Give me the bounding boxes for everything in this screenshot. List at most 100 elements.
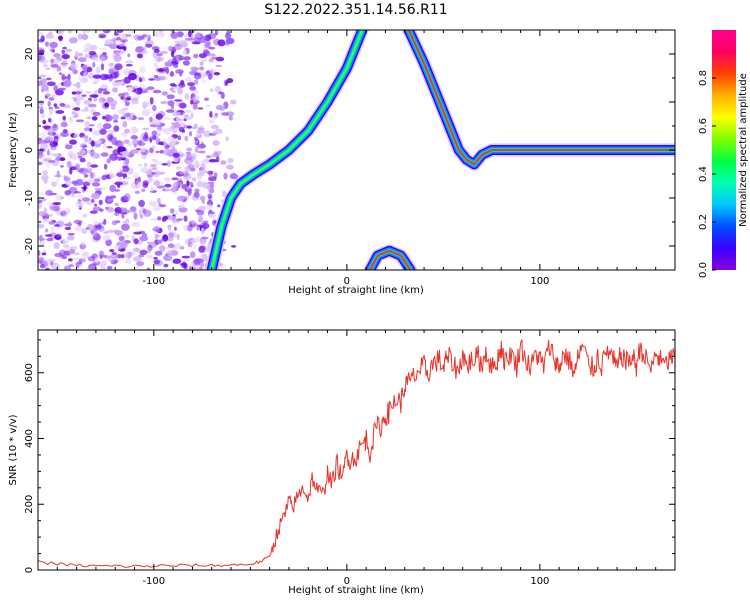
noise-speck <box>146 254 153 259</box>
noise-speck <box>81 197 90 202</box>
noise-speck <box>217 39 226 47</box>
noise-speck <box>42 64 49 68</box>
noise-speck <box>109 153 118 161</box>
noise-speck <box>56 233 62 238</box>
noise-speck <box>149 97 154 105</box>
noise-speck <box>115 36 122 41</box>
noise-speck <box>230 245 237 248</box>
noise-speck <box>142 127 149 130</box>
noise-speck <box>176 234 180 240</box>
noise-speck <box>69 139 77 145</box>
noise-speck <box>167 243 175 248</box>
noise-speck <box>178 102 187 109</box>
noise-speck <box>208 46 216 50</box>
noise-speck <box>122 160 129 168</box>
noise-speck <box>197 127 205 134</box>
noise-speck <box>228 115 233 121</box>
noise-speck <box>82 72 88 78</box>
noise-speck <box>123 96 127 103</box>
spectrogram-y-tick-label: 20 <box>24 48 35 61</box>
noise-speck <box>48 97 55 101</box>
noise-speck <box>63 265 72 270</box>
noise-speck <box>116 172 124 177</box>
noise-speck <box>102 115 106 120</box>
noise-speck <box>161 47 169 51</box>
noise-speck <box>153 160 163 166</box>
noise-speck <box>118 207 128 211</box>
noise-speck <box>183 125 190 129</box>
noise-speck <box>43 218 50 221</box>
noise-speck <box>153 75 159 79</box>
noise-speck <box>187 220 197 224</box>
noise-speck <box>221 112 229 116</box>
noise-speck <box>208 119 214 124</box>
noise-speck <box>170 208 175 214</box>
noise-speck <box>179 122 186 127</box>
noise-speck <box>84 134 88 142</box>
noise-speck <box>92 111 101 116</box>
noise-speck <box>83 99 92 105</box>
noise-speck <box>124 91 130 97</box>
noise-speck <box>101 175 107 181</box>
noise-speck <box>136 53 143 59</box>
noise-speck <box>59 249 66 257</box>
noise-speck <box>82 213 88 218</box>
noise-speck <box>117 156 122 161</box>
noise-speck <box>184 135 189 142</box>
noise-speck <box>114 188 121 192</box>
noise-speck <box>148 177 154 182</box>
noise-speck <box>147 241 152 244</box>
noise-speck <box>213 152 221 157</box>
noise-speck <box>58 87 66 91</box>
noise-speck <box>143 46 146 52</box>
noise-speck <box>138 254 145 258</box>
noise-speck <box>88 50 97 56</box>
noise-speck <box>109 184 116 192</box>
noise-speck <box>151 167 157 171</box>
noise-speck <box>116 30 124 33</box>
noise-speck <box>169 250 179 256</box>
noise-speck <box>112 114 119 121</box>
noise-speck <box>187 164 195 170</box>
noise-speck <box>197 150 206 154</box>
noise-speck <box>169 87 175 92</box>
noise-speck <box>74 112 79 118</box>
noise-speck <box>199 66 205 71</box>
noise-speck <box>99 56 106 63</box>
noise-speck <box>113 32 119 36</box>
noise-speck <box>57 35 63 40</box>
noise-speck <box>114 71 120 78</box>
noise-speck <box>75 91 82 95</box>
noise-speck <box>178 204 185 209</box>
noise-speck <box>68 221 72 228</box>
noise-speck <box>43 179 48 184</box>
spectrogram-x-tick-label: 100 <box>530 276 549 287</box>
noise-speck <box>200 57 208 62</box>
noise-speck <box>155 56 165 62</box>
noise-speck <box>71 156 78 161</box>
noise-speck <box>140 142 146 146</box>
noise-speck <box>141 33 150 40</box>
colorbar-tick-label: 0.4 <box>698 166 709 182</box>
noise-speck <box>42 119 47 125</box>
noise-speck <box>148 78 155 81</box>
noise-speck <box>196 223 200 231</box>
noise-speck <box>94 257 99 264</box>
noise-speck <box>114 202 119 207</box>
noise-speck <box>91 116 98 121</box>
noise-speck <box>125 218 130 224</box>
noise-speck <box>70 97 77 100</box>
noise-speck <box>108 75 113 82</box>
noise-speck <box>38 31 44 36</box>
noise-speck <box>112 149 121 156</box>
noise-speck <box>168 215 177 222</box>
noise-speck <box>77 221 82 227</box>
noise-speck <box>160 100 168 105</box>
noise-speck <box>163 254 173 261</box>
noise-speck <box>184 109 192 113</box>
noise-speck <box>157 125 162 130</box>
noise-speck <box>75 194 84 199</box>
noise-speck <box>60 196 65 200</box>
noise-speck <box>181 112 186 119</box>
noise-speck <box>181 183 188 190</box>
